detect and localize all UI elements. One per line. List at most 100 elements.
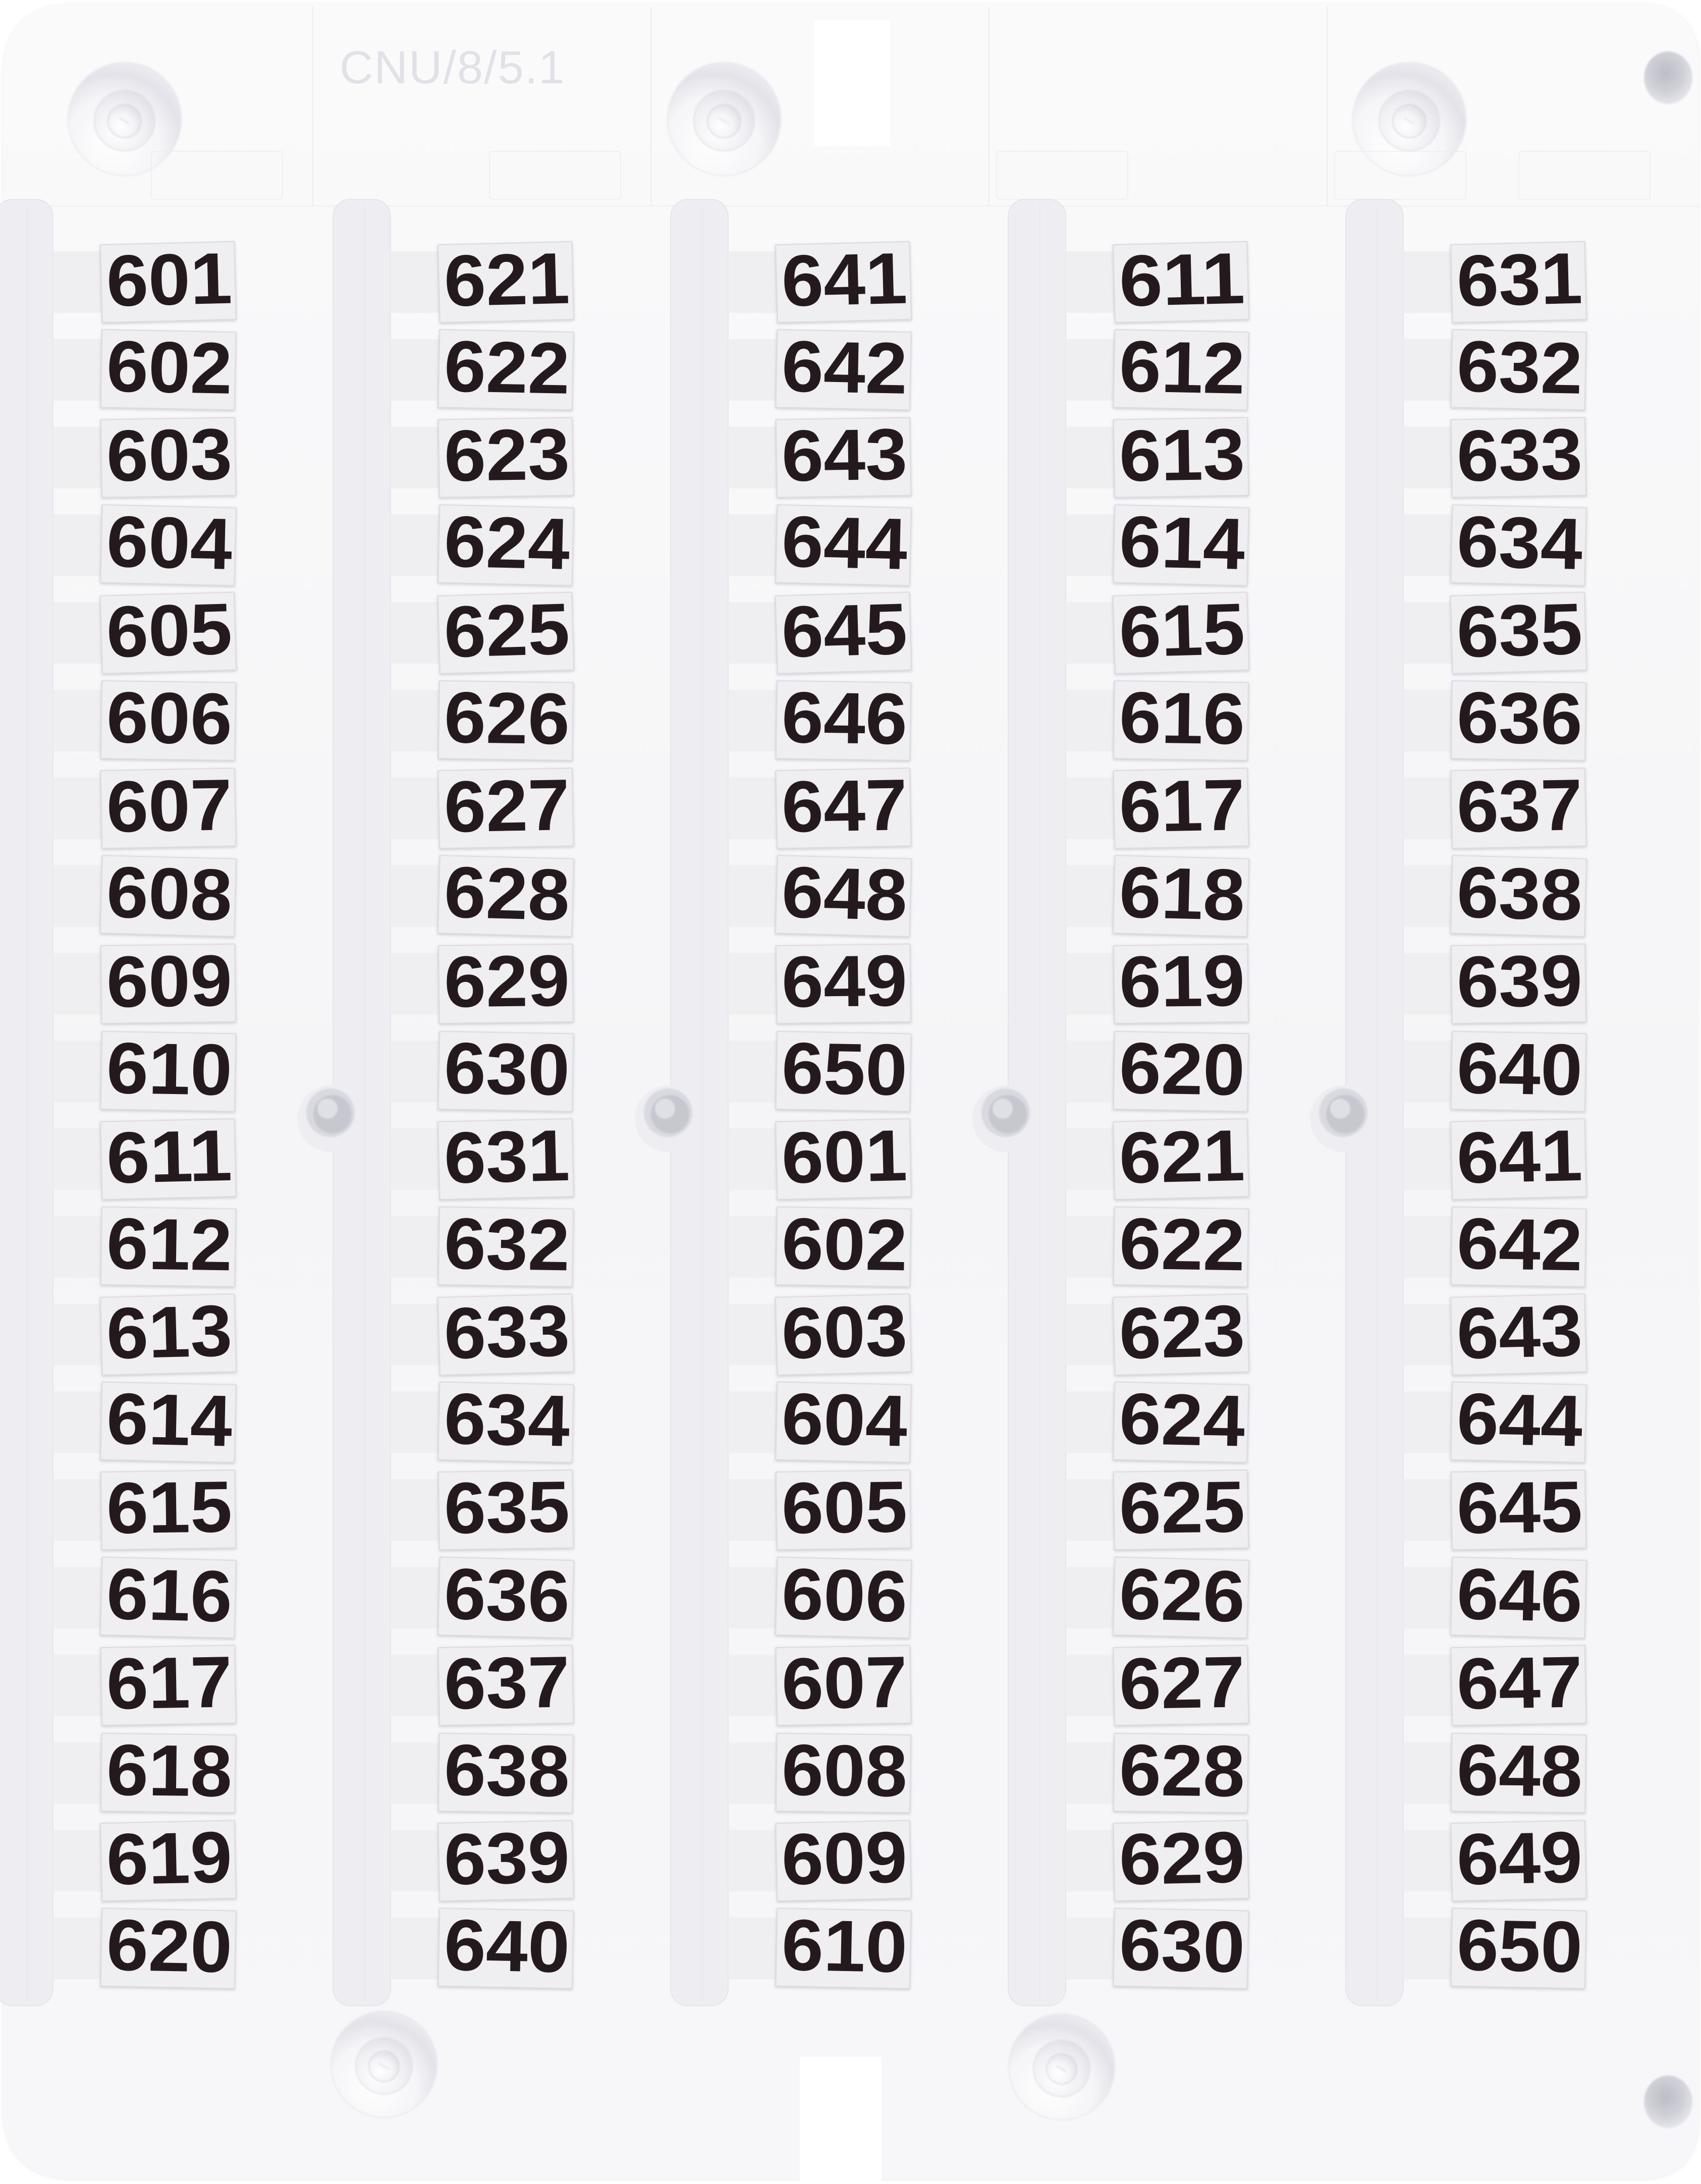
svg-text:632: 632 <box>444 1203 570 1286</box>
svg-text:638: 638 <box>1456 851 1583 936</box>
svg-text:635: 635 <box>444 1466 570 1549</box>
svg-text:606: 606 <box>106 677 233 759</box>
svg-text:648: 648 <box>1456 1729 1583 1812</box>
svg-text:619: 619 <box>105 1816 233 1900</box>
svg-text:604: 604 <box>781 1378 908 1462</box>
svg-text:606: 606 <box>781 1553 908 1637</box>
svg-text:603: 603 <box>106 413 233 497</box>
svg-text:612: 612 <box>106 1203 233 1286</box>
svg-text:625: 625 <box>1119 1466 1245 1549</box>
svg-text:608: 608 <box>781 1729 908 1812</box>
svg-text:633: 633 <box>443 1290 571 1374</box>
svg-text:638: 638 <box>444 1729 570 1812</box>
svg-text:630: 630 <box>444 1027 571 1111</box>
svg-text:627: 627 <box>443 764 570 848</box>
svg-text:609: 609 <box>106 940 233 1023</box>
svg-text:614: 614 <box>105 1378 233 1462</box>
svg-text:649: 649 <box>781 940 908 1023</box>
svg-text:650: 650 <box>1456 1904 1583 1988</box>
svg-text:637: 637 <box>444 1641 571 1724</box>
svg-text:635: 635 <box>1456 588 1583 673</box>
svg-text:648: 648 <box>781 851 908 936</box>
svg-text:617: 617 <box>1118 764 1245 848</box>
svg-text:631: 631 <box>1456 238 1583 322</box>
svg-text:647: 647 <box>781 764 908 848</box>
svg-text:615: 615 <box>106 1466 233 1549</box>
svg-text:610: 610 <box>106 1027 233 1111</box>
svg-text:613: 613 <box>105 1290 233 1374</box>
svg-text:617: 617 <box>106 1641 233 1724</box>
svg-text:647: 647 <box>1456 1641 1583 1724</box>
svg-text:612: 612 <box>1119 325 1246 409</box>
svg-text:622: 622 <box>1119 1203 1245 1286</box>
svg-text:626: 626 <box>1118 1553 1246 1637</box>
svg-text:611: 611 <box>105 1115 233 1199</box>
svg-text:625: 625 <box>443 588 571 673</box>
svg-text:628: 628 <box>1119 1729 1245 1812</box>
svg-text:CNU/8/5.1: CNU/8/5.1 <box>340 42 566 93</box>
svg-text:636: 636 <box>443 1553 571 1637</box>
svg-text:639: 639 <box>443 1816 570 1900</box>
svg-text:604: 604 <box>105 501 233 585</box>
svg-text:605: 605 <box>105 588 233 673</box>
svg-text:602: 602 <box>106 325 233 409</box>
svg-text:650: 650 <box>781 1027 908 1111</box>
svg-text:639: 639 <box>1456 940 1583 1023</box>
svg-text:601: 601 <box>105 238 233 322</box>
svg-text:620: 620 <box>1119 1027 1246 1111</box>
svg-text:631: 631 <box>443 1115 571 1199</box>
svg-text:640: 640 <box>1456 1027 1583 1111</box>
svg-text:608: 608 <box>105 851 233 936</box>
svg-text:645: 645 <box>781 588 908 673</box>
svg-text:636: 636 <box>1456 677 1583 759</box>
svg-text:637: 637 <box>1456 764 1583 848</box>
svg-text:616: 616 <box>105 1553 233 1637</box>
svg-text:628: 628 <box>443 851 571 936</box>
svg-text:610: 610 <box>781 1904 908 1988</box>
svg-text:623: 623 <box>444 413 570 497</box>
svg-text:621: 621 <box>1118 1115 1246 1199</box>
svg-text:624: 624 <box>443 501 571 585</box>
svg-text:630: 630 <box>1119 1904 1246 1988</box>
svg-text:622: 622 <box>444 325 571 409</box>
svg-text:609: 609 <box>781 1816 908 1900</box>
svg-text:646: 646 <box>1456 1553 1583 1637</box>
svg-text:607: 607 <box>781 1641 908 1724</box>
svg-text:627: 627 <box>1119 1641 1246 1724</box>
svg-text:644: 644 <box>1456 1378 1583 1462</box>
svg-text:640: 640 <box>444 1904 571 1988</box>
svg-text:619: 619 <box>1119 940 1245 1023</box>
svg-text:645: 645 <box>1456 1466 1583 1549</box>
svg-text:605: 605 <box>781 1466 908 1549</box>
svg-text:643: 643 <box>1456 1290 1583 1374</box>
svg-text:615: 615 <box>1118 588 1246 673</box>
svg-text:624: 624 <box>1118 1378 1245 1462</box>
svg-text:613: 613 <box>1119 413 1245 497</box>
svg-text:601: 601 <box>781 1115 908 1199</box>
svg-text:620: 620 <box>106 1904 233 1988</box>
svg-text:623: 623 <box>1118 1290 1246 1374</box>
svg-text:629: 629 <box>1118 1816 1245 1900</box>
svg-text:626: 626 <box>444 677 570 759</box>
svg-text:603: 603 <box>781 1290 908 1374</box>
svg-text:611: 611 <box>1118 238 1246 322</box>
svg-text:618: 618 <box>1118 851 1246 936</box>
svg-text:618: 618 <box>106 1729 233 1812</box>
svg-text:644: 644 <box>781 501 908 585</box>
svg-text:634: 634 <box>1456 501 1583 585</box>
svg-text:629: 629 <box>444 940 570 1023</box>
svg-text:641: 641 <box>781 238 908 322</box>
svg-text:616: 616 <box>1119 677 1245 759</box>
svg-text:621: 621 <box>443 238 571 322</box>
svg-text:643: 643 <box>781 413 908 497</box>
svg-text:607: 607 <box>105 764 233 848</box>
svg-text:646: 646 <box>781 677 908 759</box>
svg-text:649: 649 <box>1456 1816 1583 1900</box>
svg-text:641: 641 <box>1456 1115 1583 1199</box>
svg-text:633: 633 <box>1456 413 1583 497</box>
svg-text:634: 634 <box>443 1378 570 1462</box>
svg-text:602: 602 <box>781 1203 908 1286</box>
svg-text:642: 642 <box>781 325 908 409</box>
svg-text:642: 642 <box>1456 1203 1583 1286</box>
svg-text:632: 632 <box>1456 325 1583 409</box>
